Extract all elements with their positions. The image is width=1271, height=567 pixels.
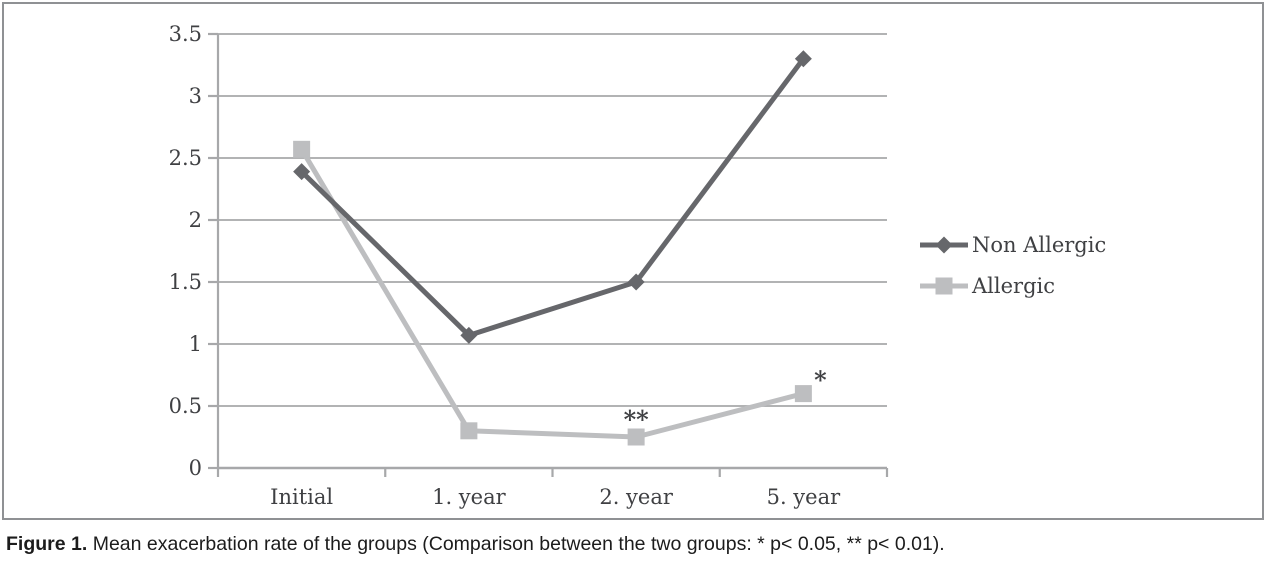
series-marker-non-allergic	[293, 163, 311, 181]
legend-label: Allergic	[971, 274, 1055, 298]
x-axis-category-label: 5. year	[767, 485, 842, 509]
significance-annotation: **	[624, 405, 650, 434]
figure-caption-label: Figure 1.	[6, 533, 88, 555]
y-axis-tick-label: 3	[189, 84, 202, 108]
series-marker-allergic	[794, 385, 812, 403]
y-axis-tick-label: 2	[189, 208, 202, 232]
legend-marker-square	[935, 277, 953, 295]
y-axis-tick-label: 0	[189, 456, 202, 480]
series-marker-allergic	[627, 428, 645, 446]
series-marker-non-allergic	[627, 273, 645, 291]
series-marker-non-allergic	[794, 50, 812, 68]
y-axis-tick-label: 3.5	[169, 22, 202, 46]
figure-panel: 0 0.5 1 1.5 2 2.5 3 3.5 Initial 1. year 2. year 5. …	[2, 2, 1264, 520]
series-marker-non-allergic	[460, 326, 478, 344]
significance-annotation: *	[814, 366, 827, 395]
y-axis-tick-label: 1	[189, 332, 202, 356]
y-axis-tick-label: 0.5	[169, 394, 202, 418]
line-chart: 0 0.5 1 1.5 2 2.5 3 3.5 Initial 1. year 2. year 5. …	[169, 22, 1107, 509]
series-marker-allergic	[460, 422, 478, 440]
x-axis-category-label: 1. year	[432, 485, 507, 509]
series-line-non-allergic	[299, 56, 806, 338]
x-axis-category-label: 2. year	[599, 485, 674, 509]
y-axis-tick-label: 2.5	[169, 146, 202, 170]
figure-caption: Figure 1. Mean exacerbation rate of the …	[6, 531, 1236, 557]
series-line-allergic	[299, 146, 806, 440]
series-marker-allergic	[293, 140, 311, 158]
x-axis-category-label: Initial	[270, 485, 333, 509]
legend-marker-diamond	[935, 236, 953, 254]
y-axis-tick-label: 1.5	[169, 270, 202, 294]
legend-label: Non Allergic	[972, 233, 1106, 257]
figure-caption-text: Mean exacerbation rate of the groups (Co…	[87, 533, 945, 555]
